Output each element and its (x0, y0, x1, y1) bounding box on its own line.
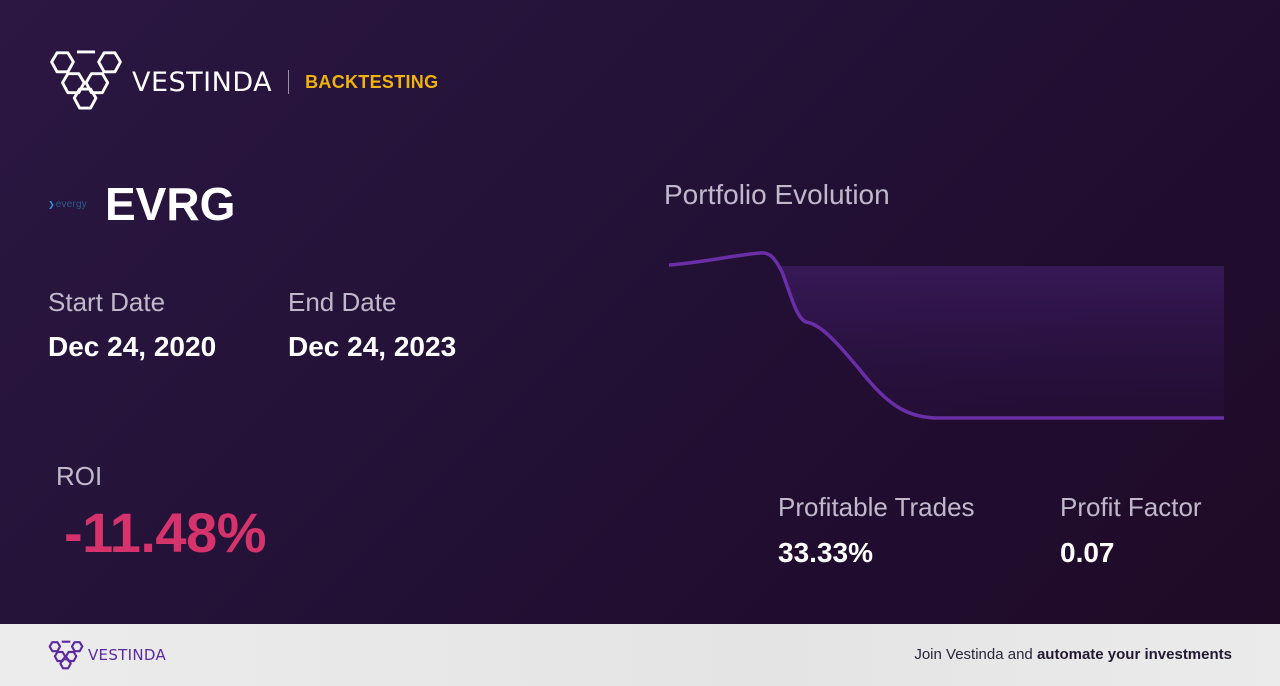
profit-factor-label: Profit Factor (1060, 492, 1202, 522)
end-date: End Date Dec 24, 2023 (288, 287, 456, 364)
ticker-symbol: EVRG (105, 178, 236, 230)
footer-cta-bold: automate your investments (1036, 646, 1232, 663)
roi-value: -11.48% (64, 501, 267, 564)
start-date-value: Dec 24, 2020 (48, 331, 217, 362)
hexagon-cluster-logo-icon (50, 50, 122, 110)
roi: ROI -11.48% (56, 461, 267, 565)
drawdown-area (669, 266, 1224, 418)
evergy-mark-icon: ❯ (48, 199, 55, 209)
header: VESTINDA BACKTESTING (48, 46, 438, 114)
start-date-label: Start Date (48, 287, 166, 317)
company-logo-text: evergy (55, 198, 87, 210)
footer: VESTINDA Join Vestinda and automate your… (0, 624, 1280, 686)
profit-factor: Profit Factor 0.07 (1060, 492, 1202, 570)
header-divider (288, 70, 290, 94)
hexagon-cluster-logo-icon (48, 640, 84, 670)
portfolio-evolution-chart (668, 251, 1224, 420)
end-date-value: Dec 24, 2023 (288, 331, 457, 362)
chart-title: Portfolio Evolution (664, 179, 890, 210)
footer-cta-link[interactable]: Join Vestinda and automate your investme… (914, 646, 1232, 663)
end-date-label: End Date (288, 287, 397, 317)
profit-factor-value: 0.07 (1060, 537, 1115, 568)
section-tag: BACKTESTING (305, 71, 439, 92)
company-logo: ❯ evergy (48, 194, 98, 214)
profitable-trades-label: Profitable Trades (778, 492, 975, 522)
roi-label: ROI (56, 461, 103, 491)
start-date: Start Date Dec 24, 2020 (48, 287, 216, 364)
portfolio-line (668, 251, 1224, 420)
brand-name: VESTINDA (132, 66, 273, 98)
footer-brand-name: VESTINDA (88, 646, 167, 664)
footer-brand-link[interactable]: VESTINDA (48, 639, 166, 671)
asset-row: ❯ evergy EVRG (48, 178, 235, 230)
profitable-trades: Profitable Trades 33.33% (778, 492, 975, 570)
backtest-card: VESTINDA BACKTESTING ❯ evergy EVRG Start… (0, 0, 1280, 624)
footer-cta-prefix: Join Vestinda and (914, 646, 1037, 663)
profitable-trades-value: 33.33% (778, 537, 873, 568)
